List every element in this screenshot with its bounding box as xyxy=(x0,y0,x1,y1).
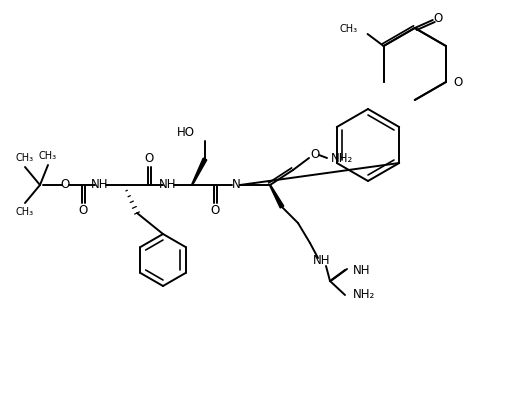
Polygon shape xyxy=(269,185,284,208)
Text: O: O xyxy=(453,76,462,88)
Text: O: O xyxy=(433,12,442,24)
Text: CH₃: CH₃ xyxy=(339,24,357,34)
Polygon shape xyxy=(191,158,207,185)
Text: NH₂: NH₂ xyxy=(353,288,375,302)
Text: NH: NH xyxy=(353,264,371,276)
Text: O: O xyxy=(78,204,88,216)
Text: CH₃: CH₃ xyxy=(16,207,34,217)
Text: NH: NH xyxy=(159,178,177,192)
Text: NH: NH xyxy=(91,178,109,192)
Text: NH: NH xyxy=(313,254,331,268)
Text: O: O xyxy=(60,178,70,192)
Text: N: N xyxy=(231,178,240,192)
Text: HO: HO xyxy=(177,126,195,138)
Text: CH₃: CH₃ xyxy=(16,153,34,163)
Text: NH₂: NH₂ xyxy=(331,152,353,164)
Text: O: O xyxy=(210,204,220,218)
Text: CH₃: CH₃ xyxy=(39,151,57,161)
Text: O: O xyxy=(310,148,319,160)
Text: O: O xyxy=(144,152,154,166)
